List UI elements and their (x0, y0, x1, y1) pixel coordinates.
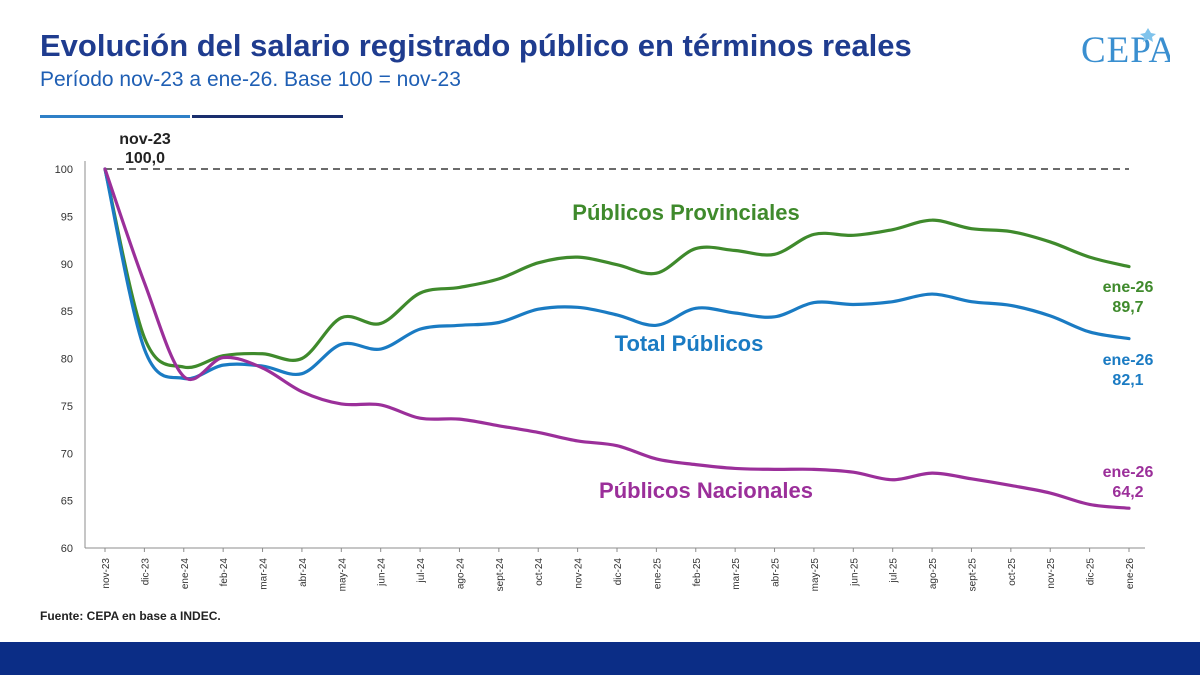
y-tick-label: 90 (61, 259, 73, 271)
end-label-value-publicos-provinciales: 89,7 (1112, 299, 1143, 316)
end-label-period-publicos-nacionales: ene-26 (1103, 464, 1154, 481)
labels-group: Públicos Provinciales Total Públicos Públi… (119, 131, 1153, 503)
x-tick-label: ago-25 (928, 558, 939, 590)
x-tick-label: nov-25 (1046, 558, 1057, 589)
cepa-logo: CEPA (1081, 28, 1170, 71)
x-tick-label: ene-24 (180, 558, 191, 590)
y-tick-label: 70 (61, 448, 73, 460)
x-tick-label: jul-24 (416, 558, 427, 584)
end-label-period-publicos-provinciales: ene-26 (1103, 279, 1154, 296)
end-label-period-total-publicos: ene-26 (1103, 352, 1154, 369)
x-tick-label: jun-24 (377, 558, 388, 587)
y-tick-label: 65 (61, 496, 73, 508)
x-tick-label: may-24 (337, 558, 348, 592)
x-tick-label: oct-25 (1007, 558, 1018, 586)
x-tick-label: dic-25 (1086, 558, 1097, 586)
x-tick-label: nov-24 (574, 558, 585, 589)
x-tick-label: jun-25 (849, 558, 860, 587)
x-tick-label: feb-24 (219, 558, 230, 587)
end-label-value-total-publicos: 82,1 (1112, 372, 1143, 389)
y-tick-label: 100 (55, 164, 73, 176)
x-tick-label: ene-25 (652, 558, 663, 590)
y-tick-label: 95 (61, 211, 73, 223)
y-tick-label: 80 (61, 354, 73, 366)
series-line-publicos-nacionales (103, 167, 1131, 510)
source-note: Fuente: CEPA en base a INDEC. (40, 609, 221, 623)
series-name-total-publicos: Total Públicos (615, 331, 764, 356)
x-tick-label: oct-24 (534, 558, 545, 586)
page-title: Evolución del salario registrado público… (40, 28, 912, 63)
x-tick-label: mar-24 (259, 558, 270, 590)
line-chart: 60 65 70 75 80 85 90 95 100 nov-23 dic-23 ene-24 feb… (55, 131, 1154, 591)
x-tick-label: nov-23 (101, 558, 112, 589)
end-label-value-publicos-nacionales: 64,2 (1112, 484, 1143, 501)
x-tick-label: jul-25 (889, 558, 900, 584)
x-tick-label: feb-25 (692, 558, 703, 587)
series-group (103, 167, 1131, 510)
x-tick-label: sept-24 (495, 558, 506, 592)
page-subtitle: Período nov-23 a ene-26. Base 100 = nov-… (40, 68, 461, 91)
title-rule-light (40, 115, 190, 118)
x-tick-label: ene-26 (1125, 558, 1136, 590)
footer-bar (0, 642, 1200, 675)
series-name-publicos-provinciales: Públicos Provinciales (572, 200, 799, 225)
x-tick-label: sept-25 (967, 558, 978, 592)
x-tick-label: dic-23 (140, 558, 151, 586)
cepa-logo-text: CEPA (1081, 30, 1170, 71)
series-line-publicos-provinciales (103, 167, 1131, 370)
x-tick-label: may-25 (810, 558, 821, 592)
x-tick-label: abr-24 (298, 558, 309, 587)
start-annotation-value: 100,0 (125, 150, 165, 167)
x-tick-label: dic-24 (613, 558, 624, 586)
chart-axes: 60 65 70 75 80 85 90 95 100 nov-23 dic-23 ene-24 feb… (55, 161, 1145, 591)
x-tick-label: abr-25 (771, 558, 782, 587)
title-rule-dark (192, 115, 343, 118)
y-tick-label: 85 (61, 306, 73, 318)
series-name-publicos-nacionales: Públicos Nacionales (599, 478, 813, 503)
y-tick-label: 75 (61, 401, 73, 413)
logo-star-icon (1140, 28, 1156, 42)
x-tick-label: ago-24 (455, 558, 466, 590)
y-tick-label: 60 (61, 543, 73, 555)
start-annotation-period: nov-23 (119, 131, 171, 148)
x-tick-label: mar-25 (731, 558, 742, 590)
